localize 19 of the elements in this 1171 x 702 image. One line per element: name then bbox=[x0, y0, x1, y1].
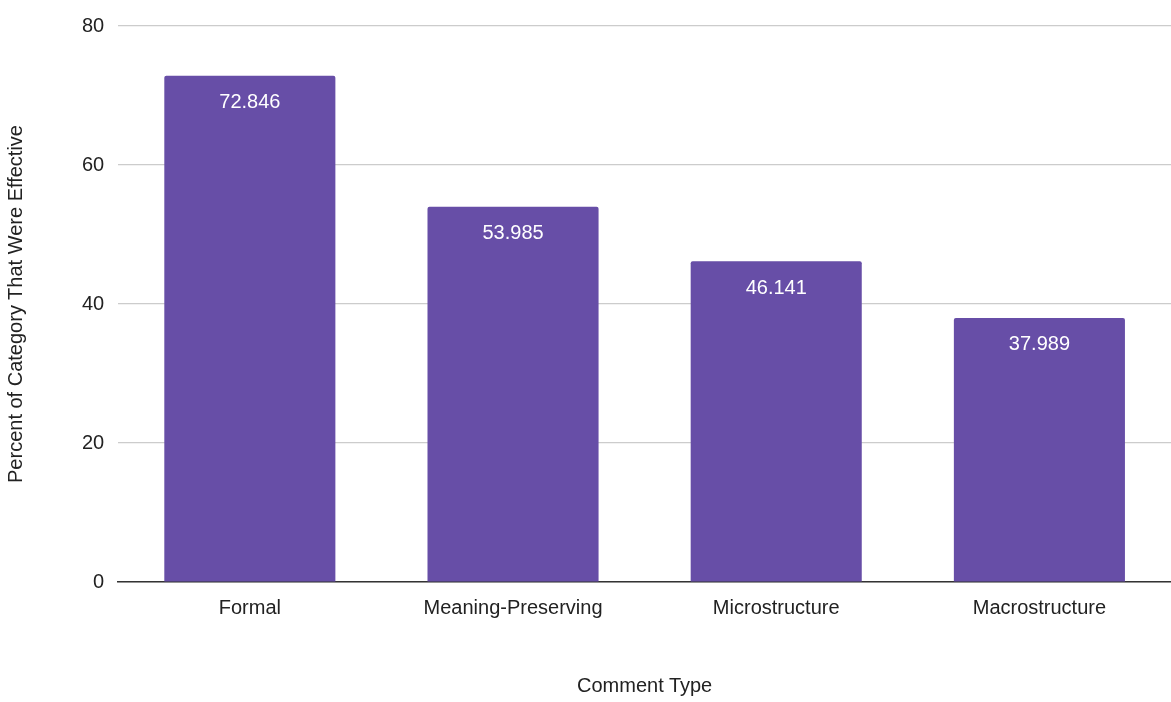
data-label: 53.985 bbox=[482, 221, 544, 244]
x-axis-title: Comment Type bbox=[577, 673, 713, 696]
x-tick-label: Macrostructure bbox=[972, 595, 1107, 618]
x-tick-label: Meaning-Preserving bbox=[423, 595, 603, 618]
bar bbox=[164, 75, 336, 582]
y-tick-label: 20 bbox=[82, 430, 105, 453]
bar bbox=[953, 317, 1125, 582]
y-tick-label: 40 bbox=[82, 291, 105, 314]
x-tick-label: Microstructure bbox=[712, 595, 840, 618]
bar bbox=[690, 261, 862, 582]
y-axis-title: Percent of Category That Were Effective bbox=[3, 125, 26, 483]
data-label: 72.846 bbox=[219, 90, 281, 113]
bar bbox=[427, 206, 599, 582]
x-tick-label: Formal bbox=[218, 595, 281, 618]
y-tick-label: 80 bbox=[82, 13, 105, 36]
y-tick-label: 60 bbox=[82, 152, 105, 175]
data-label: 46.141 bbox=[745, 275, 807, 298]
data-label: 37.989 bbox=[1008, 332, 1070, 355]
y-tick-label: 0 bbox=[93, 569, 105, 592]
